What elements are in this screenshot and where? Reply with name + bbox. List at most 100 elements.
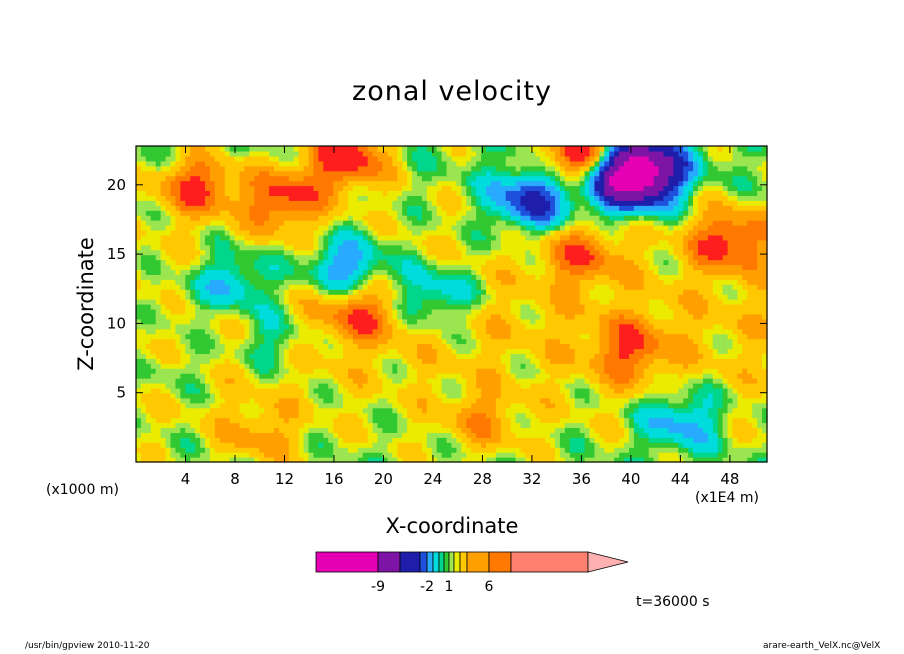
heatmap-cell [293, 259, 300, 266]
heatmap-cell [303, 279, 310, 285]
heatmap-cell [244, 397, 250, 404]
heatmap-cell [416, 392, 423, 399]
heatmap-cell [510, 190, 517, 196]
heatmap-cell [254, 195, 260, 201]
heatmap-cell [234, 259, 241, 266]
heatmap-cell [387, 264, 393, 271]
heatmap-cell [283, 160, 290, 167]
heatmap-cell [402, 447, 408, 453]
heatmap-cell [352, 289, 359, 295]
heatmap-cell [269, 185, 275, 192]
heatmap-cell [505, 378, 512, 384]
heatmap-cell [338, 318, 344, 325]
heatmap-cell [219, 215, 226, 221]
heatmap-cell [343, 180, 349, 187]
heatmap-cell [264, 146, 270, 152]
heatmap-cell [278, 264, 285, 271]
heatmap-cell [180, 308, 186, 315]
heatmap-cell [175, 249, 181, 256]
heatmap-cell [313, 304, 319, 310]
heatmap-cell [165, 254, 172, 261]
heatmap-cell [155, 274, 162, 280]
heatmap-cell [136, 387, 142, 394]
heatmap-cell [456, 279, 462, 285]
heatmap-cell [160, 442, 167, 448]
heatmap-cell [412, 200, 418, 206]
heatmap-cell [234, 373, 241, 379]
heatmap-cell [205, 165, 211, 172]
heatmap-cell [481, 343, 487, 350]
heatmap-cell [249, 146, 255, 152]
heatmap-cell [185, 165, 191, 172]
heatmap-cell [205, 155, 211, 162]
heatmap-cell [229, 328, 236, 335]
heatmap-cell [338, 378, 344, 384]
heatmap-cell [190, 338, 196, 345]
heatmap-cell [136, 318, 142, 325]
heatmap-cell [249, 299, 255, 305]
heatmap-cell [249, 457, 255, 463]
heatmap-cell [451, 210, 458, 216]
heatmap-cell [382, 274, 389, 280]
heatmap-cell [421, 343, 428, 350]
heatmap-cell [308, 269, 315, 275]
heatmap-cell [214, 328, 221, 335]
heatmap-cell [481, 392, 487, 399]
heatmap-cell [195, 422, 201, 429]
heatmap-cell [461, 190, 467, 196]
heatmap-cell [313, 269, 319, 275]
heatmap-cell [150, 165, 157, 172]
heatmap-cell [456, 437, 462, 443]
heatmap-cell [185, 269, 191, 275]
heatmap-cell [140, 353, 147, 359]
heatmap-cell [481, 289, 487, 295]
heatmap-cell [382, 195, 389, 201]
heatmap-cell [234, 269, 241, 275]
heatmap-cell [426, 383, 433, 389]
heatmap-cell [500, 220, 507, 226]
heatmap-cell [298, 412, 305, 419]
heatmap-cell [367, 254, 374, 261]
heatmap-cell [486, 269, 492, 275]
heatmap-cell [436, 234, 443, 241]
heatmap-cell [190, 313, 196, 320]
heatmap-cell [431, 294, 438, 300]
heatmap-cell [318, 452, 324, 458]
heatmap-cell [239, 146, 246, 152]
heatmap-cell [239, 432, 246, 438]
heatmap-cell [170, 299, 177, 305]
heatmap-cell [140, 417, 147, 424]
heatmap-cell [318, 378, 324, 384]
heatmap-cell [456, 175, 462, 182]
heatmap-cell [481, 160, 487, 167]
heatmap-cell [155, 150, 162, 157]
heatmap-cell [313, 254, 319, 261]
heatmap-cell [357, 427, 364, 433]
heatmap-cell [328, 180, 334, 187]
heatmap-cell [190, 397, 196, 404]
heatmap-cell [362, 368, 369, 374]
heatmap-cell [234, 289, 241, 295]
heatmap-cell [481, 165, 487, 172]
heatmap-cell [249, 392, 255, 399]
heatmap-cell [362, 373, 369, 379]
heatmap-cell [259, 397, 265, 404]
heatmap-cell [372, 200, 379, 206]
heatmap-cell [205, 249, 211, 256]
heatmap-cell [155, 338, 162, 345]
heatmap-cell [402, 239, 408, 246]
heatmap-cell [392, 180, 398, 187]
heatmap-cell [500, 407, 507, 414]
heatmap-cell [205, 210, 211, 216]
heatmap-cell [441, 387, 448, 394]
heatmap-cell [278, 146, 285, 152]
heatmap-cell [357, 348, 364, 354]
heatmap-cell [347, 387, 354, 394]
heatmap-cell [249, 160, 255, 167]
heatmap-cell [397, 210, 403, 216]
heatmap-cell [298, 427, 305, 433]
heatmap-cell [343, 323, 349, 330]
heatmap-cell [195, 432, 201, 438]
heatmap-cell [313, 239, 319, 246]
heatmap-cell [288, 427, 295, 433]
